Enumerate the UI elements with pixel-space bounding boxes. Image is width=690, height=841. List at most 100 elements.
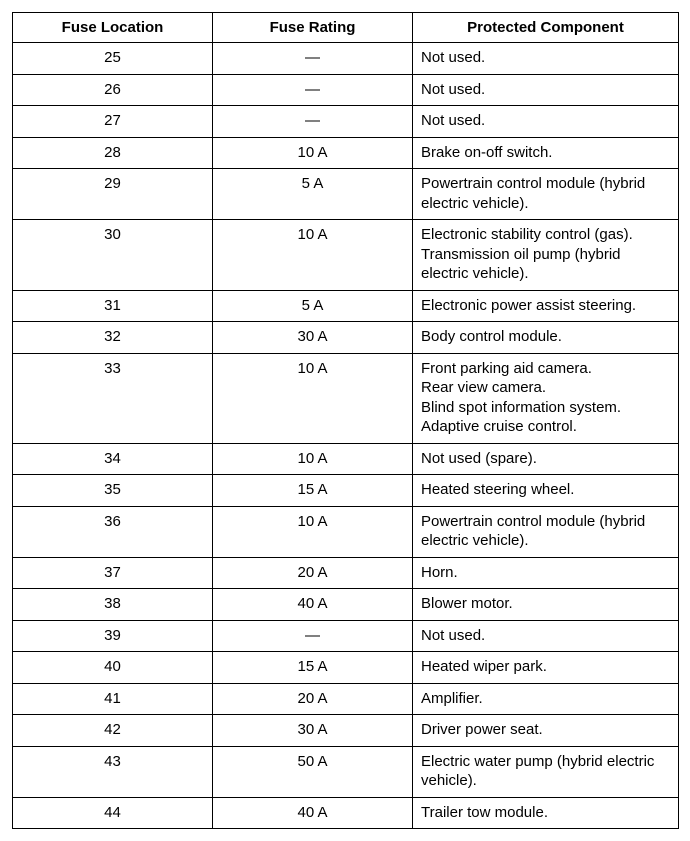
cell-component: Heated wiper park. — [413, 652, 679, 684]
cell-location: 26 — [13, 74, 213, 106]
cell-rating: 10 A — [213, 137, 413, 169]
component-line: Powertrain control module (hybrid electr… — [421, 174, 670, 213]
table-row: 4440 A Trailer tow module. — [13, 797, 679, 829]
cell-rating: 20 A — [213, 557, 413, 589]
component-line: Adaptive cruise control. — [421, 417, 670, 437]
cell-location: 28 — [13, 137, 213, 169]
cell-location: 38 — [13, 589, 213, 621]
cell-location: 31 — [13, 290, 213, 322]
cell-location: 33 — [13, 353, 213, 443]
component-line: Horn. — [421, 563, 670, 583]
component-line: Blind spot information system. — [421, 398, 670, 418]
component-line: Not used. — [421, 111, 670, 131]
cell-component: Amplifier. — [413, 683, 679, 715]
cell-component: Trailer tow module. — [413, 797, 679, 829]
cell-component: Blower motor. — [413, 589, 679, 621]
cell-component: Not used. — [413, 43, 679, 75]
table-row: 4230 A Driver power seat. — [13, 715, 679, 747]
table-row: 2810 A Brake on-off switch. — [13, 137, 679, 169]
cell-location: 42 — [13, 715, 213, 747]
cell-rating: 30 A — [213, 715, 413, 747]
cell-location: 41 — [13, 683, 213, 715]
component-line: Not used (spare). — [421, 449, 670, 469]
table-row: 3720 A Horn. — [13, 557, 679, 589]
table-row: 3310 AFront parking aid camera.Rear view… — [13, 353, 679, 443]
cell-location: 43 — [13, 746, 213, 797]
cell-location: 30 — [13, 220, 213, 291]
cell-location: 36 — [13, 506, 213, 557]
cell-rating: — — [213, 106, 413, 138]
component-line: Not used. — [421, 626, 670, 646]
table-row: 4120 A Amplifier. — [13, 683, 679, 715]
cell-component: Not used. — [413, 74, 679, 106]
table-row: 26—Not used. — [13, 74, 679, 106]
col-header-rating: Fuse Rating — [213, 13, 413, 43]
cell-location: 35 — [13, 475, 213, 507]
cell-rating: 15 A — [213, 652, 413, 684]
table-row: 25— Not used. — [13, 43, 679, 75]
fuse-table: Fuse Location Fuse Rating Protected Comp… — [12, 12, 679, 829]
component-line: Heated steering wheel. — [421, 480, 670, 500]
cell-rating: 10 A — [213, 220, 413, 291]
cell-component: Powertrain control module (hybrid electr… — [413, 169, 679, 220]
cell-component: Electronic stability control (gas).Trans… — [413, 220, 679, 291]
cell-component: Body control module. — [413, 322, 679, 354]
cell-rating: 10 A — [213, 506, 413, 557]
cell-rating: 20 A — [213, 683, 413, 715]
component-line: Heated wiper park. — [421, 657, 670, 677]
table-row: 3230 ABody control module. — [13, 322, 679, 354]
component-line: Amplifier. — [421, 689, 670, 709]
table-row: 4015 A Heated wiper park. — [13, 652, 679, 684]
cell-rating: — — [213, 43, 413, 75]
cell-location: 29 — [13, 169, 213, 220]
table-row: 4350 AElectric water pump (hybrid electr… — [13, 746, 679, 797]
component-line: Not used. — [421, 48, 670, 68]
component-line: Transmission oil pump (hybrid electric v… — [421, 245, 670, 284]
component-line: Trailer tow module. — [421, 803, 670, 823]
table-row: 3610 APowertrain control module (hybrid … — [13, 506, 679, 557]
cell-location: 39 — [13, 620, 213, 652]
component-line: Electronic stability control (gas). — [421, 225, 670, 245]
cell-location: 37 — [13, 557, 213, 589]
cell-location: 27 — [13, 106, 213, 138]
cell-rating: 5 A — [213, 290, 413, 322]
cell-component: Heated steering wheel. — [413, 475, 679, 507]
cell-location: 25 — [13, 43, 213, 75]
cell-component: Not used. — [413, 106, 679, 138]
table-row: 27— Not used. — [13, 106, 679, 138]
table-header: Fuse Location Fuse Rating Protected Comp… — [13, 13, 679, 43]
cell-rating: 10 A — [213, 353, 413, 443]
table-row: 3410 A Not used (spare). — [13, 443, 679, 475]
cell-location: 34 — [13, 443, 213, 475]
component-line: Not used. — [421, 80, 670, 100]
component-line: Front parking aid camera. — [421, 359, 670, 379]
component-line: Blower motor. — [421, 594, 670, 614]
component-line: Rear view camera. — [421, 378, 670, 398]
component-line: Electronic power assist steering. — [421, 296, 670, 316]
cell-rating: 10 A — [213, 443, 413, 475]
component-line: Brake on-off switch. — [421, 143, 670, 163]
table-body: 25—Not used.26—Not used.27—Not used.2810… — [13, 43, 679, 829]
cell-component: Not used (spare). — [413, 443, 679, 475]
cell-rating: 5 A — [213, 169, 413, 220]
cell-location: 40 — [13, 652, 213, 684]
cell-rating: 40 A — [213, 797, 413, 829]
cell-component: Front parking aid camera.Rear view camer… — [413, 353, 679, 443]
cell-location: 44 — [13, 797, 213, 829]
col-header-location: Fuse Location — [13, 13, 213, 43]
cell-location: 32 — [13, 322, 213, 354]
cell-component: Not used. — [413, 620, 679, 652]
table-row: 3010 AElectronic stability control (gas)… — [13, 220, 679, 291]
cell-rating: 40 A — [213, 589, 413, 621]
cell-component: Driver power seat. — [413, 715, 679, 747]
component-line: Powertrain control module (hybrid electr… — [421, 512, 670, 551]
cell-component: Horn. — [413, 557, 679, 589]
cell-component: Electronic power assist steering. — [413, 290, 679, 322]
table-row: 295 APowertrain control module (hybrid e… — [13, 169, 679, 220]
table-row: 315 A Electronic power assist steering. — [13, 290, 679, 322]
cell-rating: 30 A — [213, 322, 413, 354]
col-header-component: Protected Component — [413, 13, 679, 43]
cell-component: Electric water pump (hybrid electric veh… — [413, 746, 679, 797]
component-line: Electric water pump (hybrid electric veh… — [421, 752, 670, 791]
component-line: Driver power seat. — [421, 720, 670, 740]
